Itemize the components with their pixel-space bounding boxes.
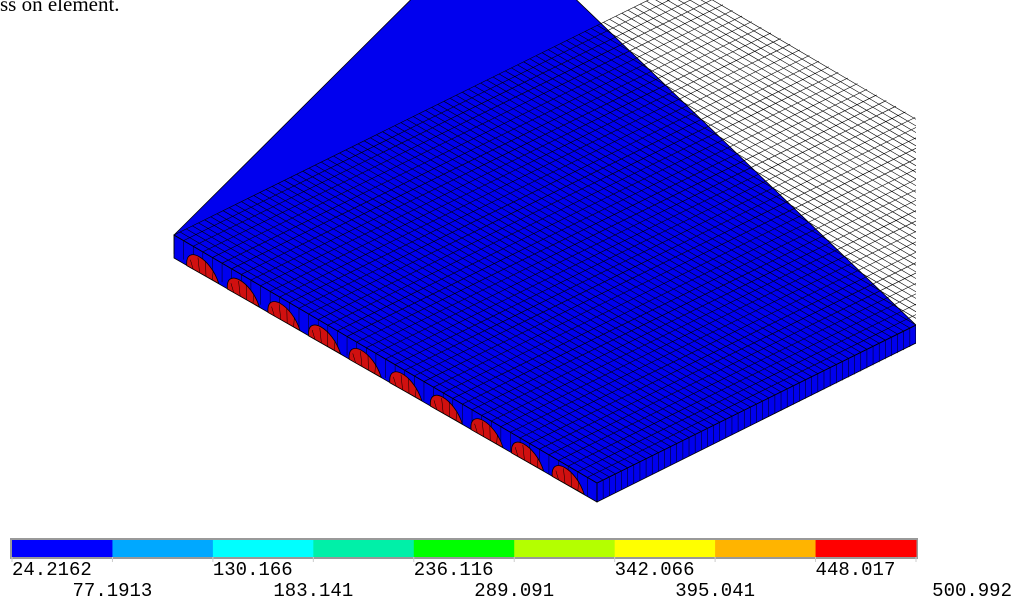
legend-label: 130.166 — [213, 559, 293, 581]
legend-swatch — [12, 540, 113, 557]
caption: ss on element. — [0, 0, 120, 16]
legend-swatch — [414, 540, 515, 557]
screenshot: ss on element. 24.2162 130.166 236.116 342.… — [0, 0, 1016, 600]
legend-swatch — [313, 540, 414, 557]
legend-label: 77.1913 — [73, 580, 153, 600]
legend-swatch — [715, 540, 816, 557]
legend-label: 342.066 — [615, 559, 695, 581]
legend: 24.2162 130.166 236.116 342.066 448.017 77.19… — [12, 540, 1012, 600]
fe-model — [174, 0, 1016, 502]
page: ss on element. 24.2162 130.166 236.116 342.… — [0, 0, 1016, 600]
legend-label: 395.041 — [675, 580, 755, 600]
legend-swatch — [816, 540, 917, 557]
legend-label: 236.116 — [414, 559, 494, 581]
legend-label: 289.091 — [474, 580, 554, 600]
legend-label: 448.017 — [816, 559, 896, 581]
legend-swatch — [112, 540, 213, 557]
legend-label: 183.141 — [273, 580, 353, 600]
top-face — [174, 0, 916, 483]
legend-label: 500.992 — [932, 580, 1012, 600]
legend-label: 24.2162 — [12, 559, 92, 581]
legend-swatch — [615, 540, 716, 557]
legend-swatch — [514, 540, 615, 557]
legend-swatch — [213, 540, 314, 557]
